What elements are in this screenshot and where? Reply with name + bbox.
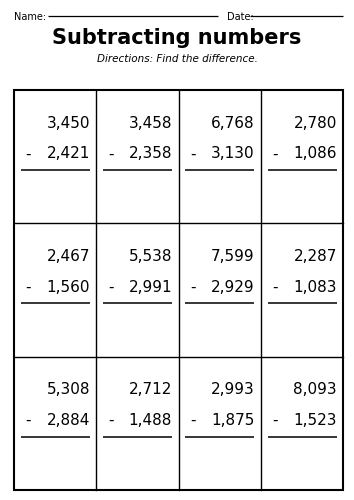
Text: 8,093: 8,093 xyxy=(293,382,337,398)
Text: 1,083: 1,083 xyxy=(293,280,337,295)
Text: 2,991: 2,991 xyxy=(129,280,172,295)
Text: Directions: Find the difference.: Directions: Find the difference. xyxy=(97,54,257,64)
Text: Subtracting numbers: Subtracting numbers xyxy=(52,28,302,48)
Text: 1,523: 1,523 xyxy=(293,413,337,428)
Text: 2,421: 2,421 xyxy=(46,146,90,162)
Text: 5,308: 5,308 xyxy=(46,382,90,398)
Text: 2,884: 2,884 xyxy=(46,413,90,428)
Text: -: - xyxy=(190,413,196,428)
Text: 1,488: 1,488 xyxy=(129,413,172,428)
Text: 2,712: 2,712 xyxy=(129,382,172,398)
Text: 5,538: 5,538 xyxy=(129,249,172,264)
Text: 2,358: 2,358 xyxy=(129,146,172,162)
Text: -: - xyxy=(190,146,196,162)
Text: 1,560: 1,560 xyxy=(46,280,90,295)
Text: 1,875: 1,875 xyxy=(211,413,255,428)
Text: 3,450: 3,450 xyxy=(46,116,90,131)
Text: 2,929: 2,929 xyxy=(211,280,255,295)
Text: 3,130: 3,130 xyxy=(211,146,255,162)
Text: -: - xyxy=(108,280,114,295)
Text: -: - xyxy=(190,280,196,295)
Text: Name:: Name: xyxy=(14,12,46,22)
Text: -: - xyxy=(108,146,114,162)
Text: -: - xyxy=(26,280,31,295)
Bar xyxy=(14,90,343,490)
Text: 6,768: 6,768 xyxy=(211,116,255,131)
Text: 7,599: 7,599 xyxy=(211,249,255,264)
Text: -: - xyxy=(26,146,31,162)
Text: 2,287: 2,287 xyxy=(293,249,337,264)
Text: -: - xyxy=(26,413,31,428)
Text: 2,467: 2,467 xyxy=(46,249,90,264)
Text: -: - xyxy=(273,413,278,428)
Text: 2,993: 2,993 xyxy=(211,382,255,398)
Text: -: - xyxy=(273,280,278,295)
Text: 1,086: 1,086 xyxy=(293,146,337,162)
Text: -: - xyxy=(273,146,278,162)
Text: Date:: Date: xyxy=(227,12,253,22)
Text: 2,780: 2,780 xyxy=(293,116,337,131)
Text: -: - xyxy=(108,413,114,428)
Text: 3,458: 3,458 xyxy=(129,116,172,131)
